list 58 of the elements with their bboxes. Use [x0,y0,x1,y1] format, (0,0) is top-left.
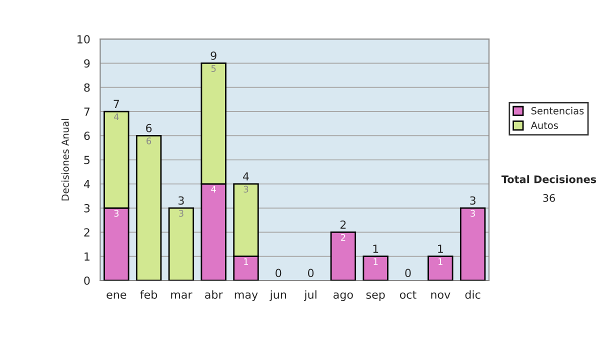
legend-label: Autos [530,122,558,130]
data-label: 6 [146,137,152,144]
data-label: 4 [114,113,119,120]
y-tick-label: 9 [84,59,90,68]
data-label: 2 [340,234,346,241]
data-label: 3 [470,210,475,217]
y-tick-label: 0 [84,276,90,285]
x-tick-label: may [234,292,258,301]
data-label: 4 [211,186,216,192]
data-label: 1 [374,258,378,265]
total-label: 2 [340,220,346,229]
total-label: 3 [470,196,476,205]
x-tick-label: oct [400,290,416,299]
total-label: 0 [405,268,411,278]
total-label: 6 [146,124,152,132]
legend-label: Sentencias [531,106,584,114]
x-tick-label: abr [205,290,223,299]
x-tick-label: jun [270,290,286,301]
y-tick-label: 5 [84,156,90,164]
data-label: 1 [438,258,442,265]
x-tick-label: jul [304,290,316,301]
y-tick-label: 4 [84,180,90,188]
bar [330,232,356,280]
total-label: 0 [308,268,314,278]
y-tick-label: 3 [84,204,90,212]
bar [136,134,162,280]
x-tick-label: sep [366,292,385,301]
total-label: 3 [178,196,184,205]
total-label: 4 [243,172,249,180]
text: Total Decisiones [501,175,596,184]
total-label: 0 [276,268,282,278]
y-tick-label: 6 [84,132,90,140]
x-tick-label: nov [431,292,450,299]
x-tick-label: mar [171,292,192,299]
y-tick-label: 7 [84,108,90,116]
data-label: 3 [244,186,248,193]
bar [460,207,486,280]
data-label: 3 [114,210,119,217]
y-tick-label: 2 [84,228,90,236]
y-axis-title: Decisiones Anual [61,119,69,200]
x-tick-label: dic [465,290,480,299]
text: 36 [543,194,555,202]
total-label: 1 [438,244,443,253]
total-label: 9 [210,51,216,60]
total-label: 7 [114,100,119,108]
bar [362,256,388,280]
data-label: 1 [244,258,248,265]
x-tick-label: ene [106,292,126,299]
y-tick-label: 10 [78,35,90,44]
y-tick-label: 1 [84,252,90,261]
bar [428,256,454,280]
total-label: 1 [373,244,378,253]
y-tick-label: 8 [84,83,90,92]
data-label: 3 [179,210,184,217]
data-label: 5 [211,65,216,72]
x-tick-label: feb [140,290,158,299]
bar [168,207,194,280]
x-tick-label: ago [334,292,353,301]
